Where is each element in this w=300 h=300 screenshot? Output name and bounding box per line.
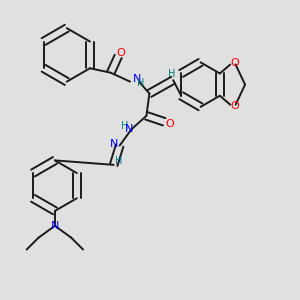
Text: H: H [137, 78, 145, 88]
Text: H: H [116, 156, 123, 166]
Text: N: N [132, 74, 141, 84]
Text: H: H [168, 69, 176, 79]
Text: O: O [230, 101, 239, 111]
Text: N: N [124, 124, 133, 134]
Text: H: H [121, 121, 129, 130]
Text: O: O [165, 118, 174, 128]
Text: O: O [117, 48, 125, 58]
Text: N: N [51, 221, 59, 231]
Text: N: N [110, 139, 118, 149]
Text: O: O [230, 58, 239, 68]
